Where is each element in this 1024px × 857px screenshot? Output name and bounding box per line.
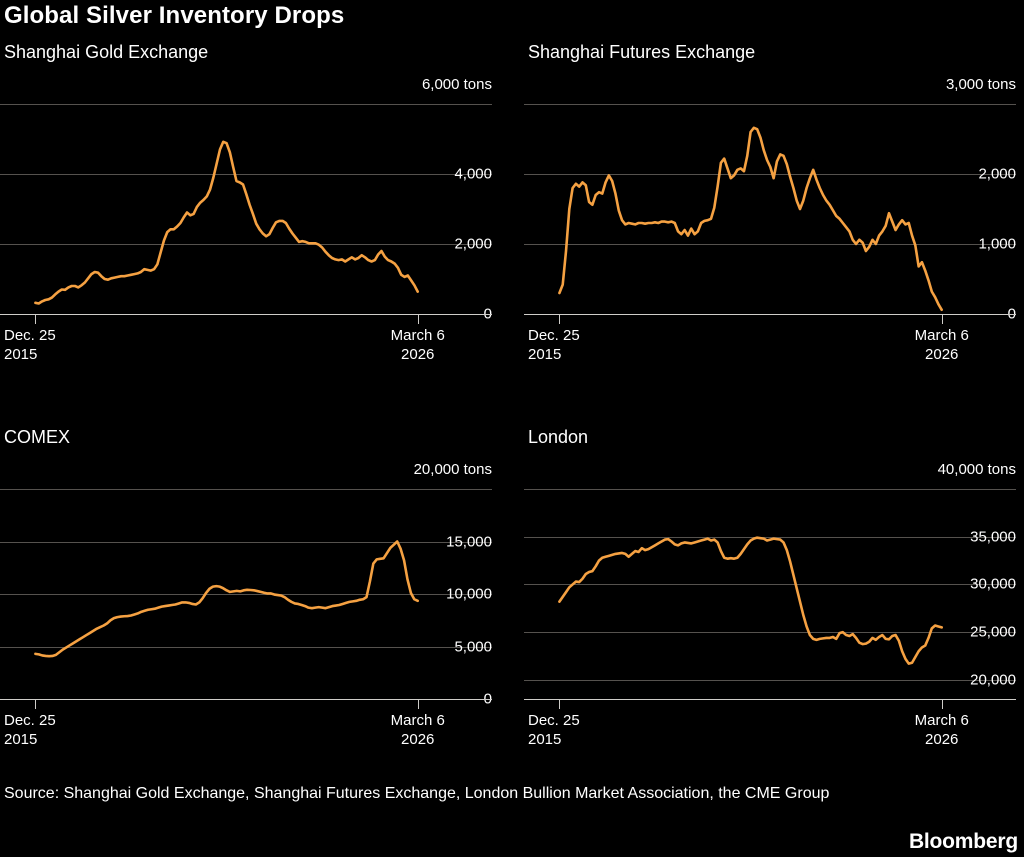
x-axis-tick-mark (942, 315, 943, 324)
panel-shanghai-gold-exchange: Shanghai Gold Exchange 6,000 tons 4,000 2,0… (0, 42, 500, 427)
x-axis-tick-mark (942, 700, 943, 709)
plot-area (524, 489, 1016, 699)
y-axis-unit-label: 3,000 tons (945, 76, 1016, 93)
panel-title: London (528, 427, 589, 447)
panel-title: Shanghai Futures Exchange (528, 42, 756, 62)
y-axis-unit-label: 20,000 tons (413, 461, 492, 478)
x-axis-tick-label: Dec. 25 2015 (4, 712, 56, 748)
y-axis-tick-label: 15,000 (446, 533, 492, 550)
panel-row-bottom: COMEX 20,000 tons 15,000 10,000 5,000 0 Dec. 2… (0, 427, 1024, 812)
panel-comex: COMEX 20,000 tons 15,000 10,000 5,000 0 Dec. 2… (0, 427, 500, 812)
y-axis-unit-label: 40,000 tons (937, 461, 1016, 478)
y-axis-tick-label: 2,000 (978, 165, 1016, 183)
panel-row-top: Shanghai Gold Exchange 6,000 tons 4,000 2,0… (0, 42, 1024, 427)
y-axis-tick-label: 25,000 (970, 623, 1016, 641)
source-note: Source: Shanghai Gold Exchange, Shanghai… (4, 785, 830, 802)
y-axis-tick-label: 2,000 (454, 235, 492, 253)
gridlines (0, 489, 492, 648)
series-line (558, 126, 944, 312)
y-axis-tick-label: 10,000 (446, 585, 492, 603)
x-axis-tick-mark (559, 700, 560, 709)
gridlines (0, 104, 492, 245)
x-axis-line (524, 314, 1016, 315)
x-axis-line (0, 699, 492, 700)
y-axis-tick-label: 4,000 (454, 165, 492, 183)
y-axis-tick-label: 20,000 (970, 671, 1016, 689)
x-axis-tick-label: Dec. 25 2015 (528, 712, 580, 748)
plot-area (0, 104, 492, 314)
gridlines (524, 104, 1016, 245)
plot-area (0, 489, 492, 699)
y-axis-tick-label: 30,000 (970, 575, 1016, 593)
x-axis-tick-mark (35, 700, 36, 709)
x-axis-tick-label: March 6 2026 (390, 712, 445, 748)
x-axis-tick-mark (418, 315, 419, 324)
x-axis-tick-label: March 6 2026 (390, 327, 445, 363)
y-axis-unit-label: 6,000 tons (421, 76, 492, 93)
x-axis-tick-label: Dec. 25 2015 (4, 327, 56, 363)
gridlines (524, 489, 1016, 681)
x-axis-tick-mark (559, 315, 560, 324)
page-title: Global Silver Inventory Drops (4, 2, 345, 29)
x-axis-line (524, 699, 1016, 700)
panel-london: London 40,000 tons 35,000 30,000 25,000 20,00… (524, 427, 1024, 812)
x-axis-tick-label: Dec. 25 2015 (528, 327, 580, 363)
x-axis-line (0, 314, 492, 315)
bloomberg-logo: Bloomberg (908, 830, 1018, 853)
x-axis-tick-mark (418, 700, 419, 709)
y-axis-tick-label: 1,000 (978, 235, 1016, 253)
series-line (558, 536, 944, 665)
y-axis-tick-label: 35,000 (970, 528, 1016, 546)
x-axis-tick-label: March 6 2026 (914, 712, 969, 748)
y-axis-tick-label: 5,000 (454, 638, 492, 655)
x-axis-tick-mark (35, 315, 36, 324)
series-line (34, 540, 420, 658)
plot-area (524, 104, 1016, 314)
panel-shanghai-futures-exchange: Shanghai Futures Exchange 3,000 tons 2,000… (524, 42, 1024, 427)
x-axis-tick-label: March 6 2026 (914, 327, 969, 363)
panel-title: Shanghai Gold Exchange (4, 42, 209, 62)
panel-title: COMEX (4, 427, 71, 447)
series-line (34, 140, 420, 305)
panel-grid: Shanghai Gold Exchange 6,000 tons 4,000 2,0… (0, 42, 1024, 812)
